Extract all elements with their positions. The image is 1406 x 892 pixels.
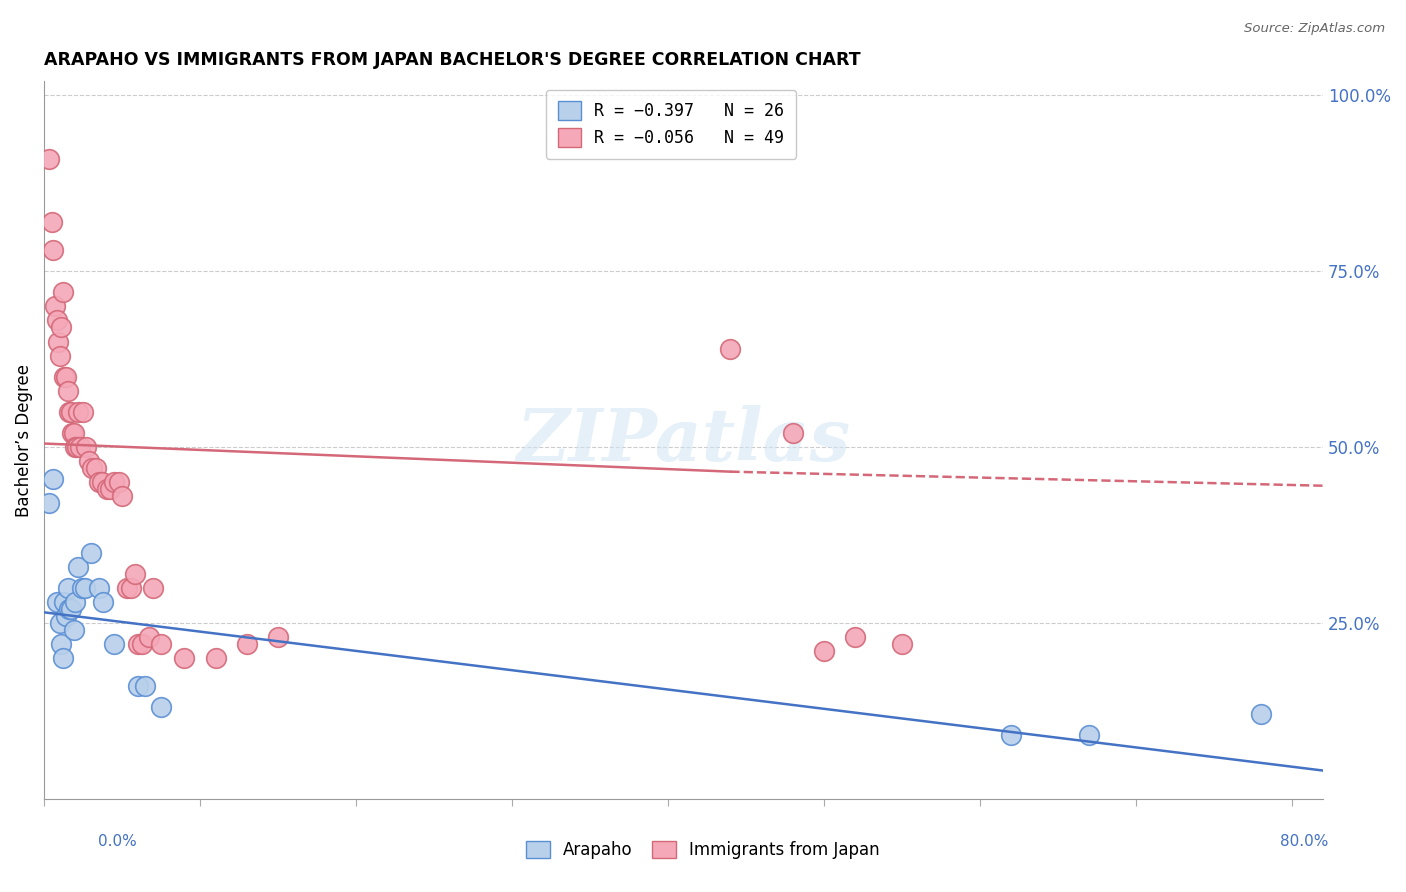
Point bbox=[267, 630, 290, 644]
Point bbox=[59, 602, 82, 616]
Point bbox=[93, 595, 115, 609]
Point bbox=[891, 637, 914, 651]
Point bbox=[87, 475, 110, 490]
Point bbox=[720, 342, 742, 356]
Point bbox=[813, 644, 835, 658]
Point bbox=[84, 461, 107, 475]
Point bbox=[69, 440, 91, 454]
Point bbox=[173, 651, 195, 665]
Point bbox=[90, 475, 112, 490]
Point bbox=[45, 595, 67, 609]
Point bbox=[58, 602, 80, 616]
Point bbox=[38, 496, 60, 510]
Text: Source: ZipAtlas.com: Source: ZipAtlas.com bbox=[1244, 22, 1385, 36]
Point bbox=[51, 637, 73, 651]
Point bbox=[45, 313, 67, 327]
Point bbox=[59, 405, 82, 419]
Point bbox=[103, 637, 125, 651]
Point bbox=[75, 440, 97, 454]
Point bbox=[56, 384, 79, 398]
Text: ARAPAHO VS IMMIGRANTS FROM JAPAN BACHELOR'S DEGREE CORRELATION CHART: ARAPAHO VS IMMIGRANTS FROM JAPAN BACHELO… bbox=[44, 51, 860, 69]
Point bbox=[44, 299, 66, 313]
Point bbox=[80, 545, 103, 559]
Point bbox=[103, 475, 125, 490]
Point bbox=[52, 285, 75, 300]
Point bbox=[127, 679, 149, 693]
Point bbox=[1078, 728, 1101, 742]
Point bbox=[131, 637, 153, 651]
Point bbox=[98, 482, 121, 496]
Text: 80.0%: 80.0% bbox=[1281, 834, 1329, 849]
Point bbox=[52, 651, 75, 665]
Point bbox=[72, 405, 94, 419]
Point bbox=[48, 615, 70, 630]
Point bbox=[55, 369, 77, 384]
Point bbox=[58, 405, 80, 419]
Point bbox=[844, 630, 866, 644]
Point bbox=[782, 425, 804, 440]
Point bbox=[87, 581, 110, 595]
Point bbox=[70, 581, 93, 595]
Point bbox=[51, 320, 73, 334]
Y-axis label: Bachelor’s Degree: Bachelor’s Degree bbox=[15, 364, 32, 516]
Point bbox=[67, 559, 90, 574]
Point bbox=[41, 215, 63, 229]
Point bbox=[65, 440, 87, 454]
Point bbox=[115, 581, 138, 595]
Point bbox=[150, 637, 173, 651]
Point bbox=[82, 461, 104, 475]
Point bbox=[150, 700, 173, 714]
Point bbox=[53, 595, 76, 609]
Point bbox=[62, 425, 84, 440]
Legend: Arapaho, Immigrants from Japan: Arapaho, Immigrants from Japan bbox=[520, 834, 886, 866]
Legend: R = −0.397   N = 26, R = −0.056   N = 49: R = −0.397 N = 26, R = −0.056 N = 49 bbox=[546, 90, 796, 159]
Text: ZIPatlas: ZIPatlas bbox=[516, 404, 851, 475]
Point bbox=[56, 581, 79, 595]
Point bbox=[127, 637, 149, 651]
Point bbox=[1250, 707, 1272, 722]
Point bbox=[236, 637, 259, 651]
Point bbox=[204, 651, 226, 665]
Point bbox=[108, 475, 131, 490]
Point bbox=[66, 440, 89, 454]
Point bbox=[134, 679, 156, 693]
Point bbox=[65, 595, 87, 609]
Point bbox=[60, 425, 83, 440]
Point bbox=[79, 454, 101, 468]
Point bbox=[55, 608, 77, 623]
Point bbox=[138, 630, 160, 644]
Point bbox=[48, 349, 70, 363]
Point bbox=[96, 482, 118, 496]
Point bbox=[124, 566, 146, 581]
Point bbox=[53, 369, 76, 384]
Point bbox=[62, 623, 84, 637]
Point bbox=[42, 243, 65, 257]
Text: 0.0%: 0.0% bbox=[98, 834, 138, 849]
Point bbox=[1000, 728, 1022, 742]
Point bbox=[111, 489, 134, 503]
Point bbox=[142, 581, 165, 595]
Point bbox=[67, 405, 90, 419]
Point bbox=[38, 152, 60, 166]
Point bbox=[42, 472, 65, 486]
Point bbox=[120, 581, 142, 595]
Point bbox=[73, 581, 96, 595]
Point bbox=[46, 334, 69, 349]
